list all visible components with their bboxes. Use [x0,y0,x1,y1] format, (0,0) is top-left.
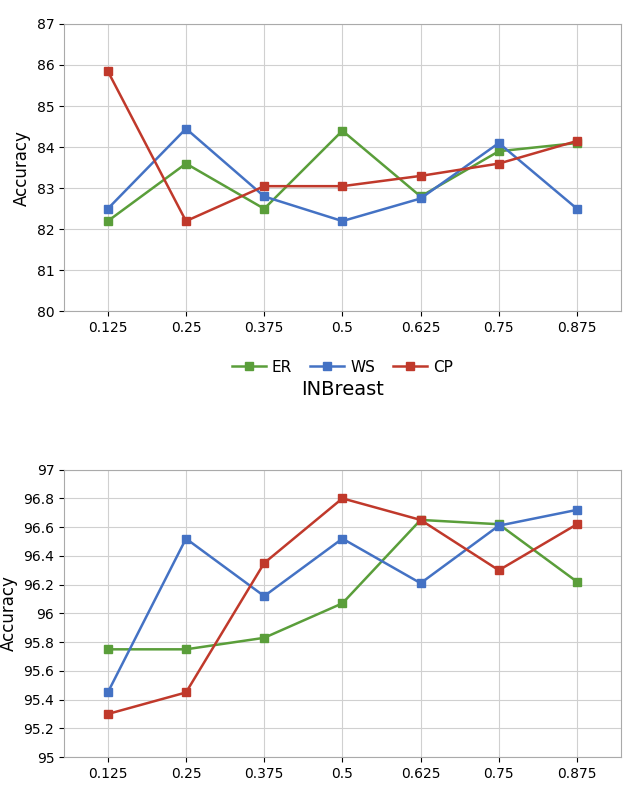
ER [260,633,268,642]
Line: CP: CP [104,494,581,718]
CP [260,182,268,191]
WS [339,216,346,226]
Y-axis label: Accuracy: Accuracy [13,130,31,206]
ER [339,126,346,135]
WS [495,521,502,531]
CP [182,216,190,226]
CP [104,709,111,719]
WS [573,505,581,515]
Line: ER: ER [104,127,581,226]
ER [339,599,346,608]
ER [182,159,190,168]
Line: WS: WS [104,505,581,697]
X-axis label: INBreast: INBreast [301,379,384,398]
WS [573,204,581,214]
WS [339,534,346,544]
CP [260,558,268,567]
ER [182,645,190,654]
ER [573,577,581,587]
Line: WS: WS [104,124,581,226]
WS [182,534,190,544]
Line: ER: ER [104,516,581,654]
WS [260,191,268,201]
ER [495,520,502,529]
ER [104,216,111,226]
CP [417,515,424,524]
ER [104,645,111,654]
WS [104,688,111,697]
CP [573,136,581,146]
Line: CP: CP [104,67,581,226]
ER [417,191,424,201]
CP [339,493,346,503]
ER [573,138,581,147]
ER [495,147,502,156]
WS [417,579,424,588]
CP [495,159,502,168]
ER [417,515,424,524]
Y-axis label: Accuracy: Accuracy [0,575,18,651]
CP [573,520,581,529]
CP [417,171,424,181]
WS [417,194,424,203]
WS [104,204,111,214]
CP [104,66,111,76]
WS [260,591,268,601]
WS [495,138,502,147]
Legend: ER, WS, CP: ER, WS, CP [226,354,459,381]
CP [339,182,346,191]
CP [495,565,502,575]
ER [260,204,268,214]
WS [182,124,190,133]
CP [182,688,190,697]
